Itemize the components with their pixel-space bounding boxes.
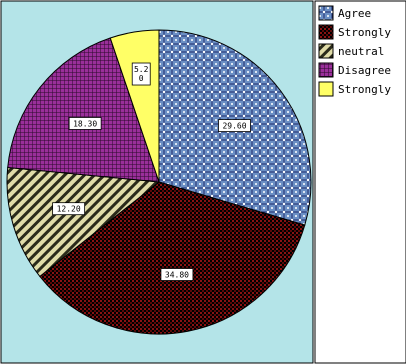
data-label-text-3: 18.30 (73, 119, 97, 128)
legend-label-0: Agree (338, 7, 371, 20)
pie-slice-2 (6, 166, 161, 278)
data-label-text-0: 29.60 (222, 122, 246, 131)
data-label-1: 34.80 (160, 268, 194, 281)
pie-slices (6, 29, 312, 335)
legend: Agree Strongly neutral Disagree Strongly (318, 5, 391, 97)
legend-swatch-4 (318, 81, 334, 97)
legend-swatch-2 (318, 43, 334, 59)
pie-data-labels: 29.60 34.80 12.20 18.30 5.2 0 (52, 62, 251, 281)
data-label-2: 12.20 (52, 202, 86, 216)
data-label-text-4: 5.2 0 (134, 65, 149, 83)
data-label-text-2: 12.20 (57, 205, 81, 214)
legend-swatch-1 (318, 24, 334, 40)
legend-label-3: Disagree (338, 64, 391, 77)
pie-slice-3 (7, 37, 160, 183)
data-label-text-1: 34.80 (165, 271, 189, 280)
legend-panel (314, 0, 406, 364)
data-label-4: 5.2 0 (131, 62, 151, 86)
pie-slice-1 (39, 181, 306, 335)
legend-label-1: Strongly (338, 26, 391, 39)
legend-label-4: Strongly (338, 83, 391, 96)
legend-swatch-0 (318, 5, 334, 21)
legend-label-2: neutral (338, 45, 384, 58)
legend-swatch-3 (318, 62, 334, 78)
data-label-3: 18.30 (68, 117, 102, 130)
data-label-0: 29.60 (218, 119, 251, 132)
